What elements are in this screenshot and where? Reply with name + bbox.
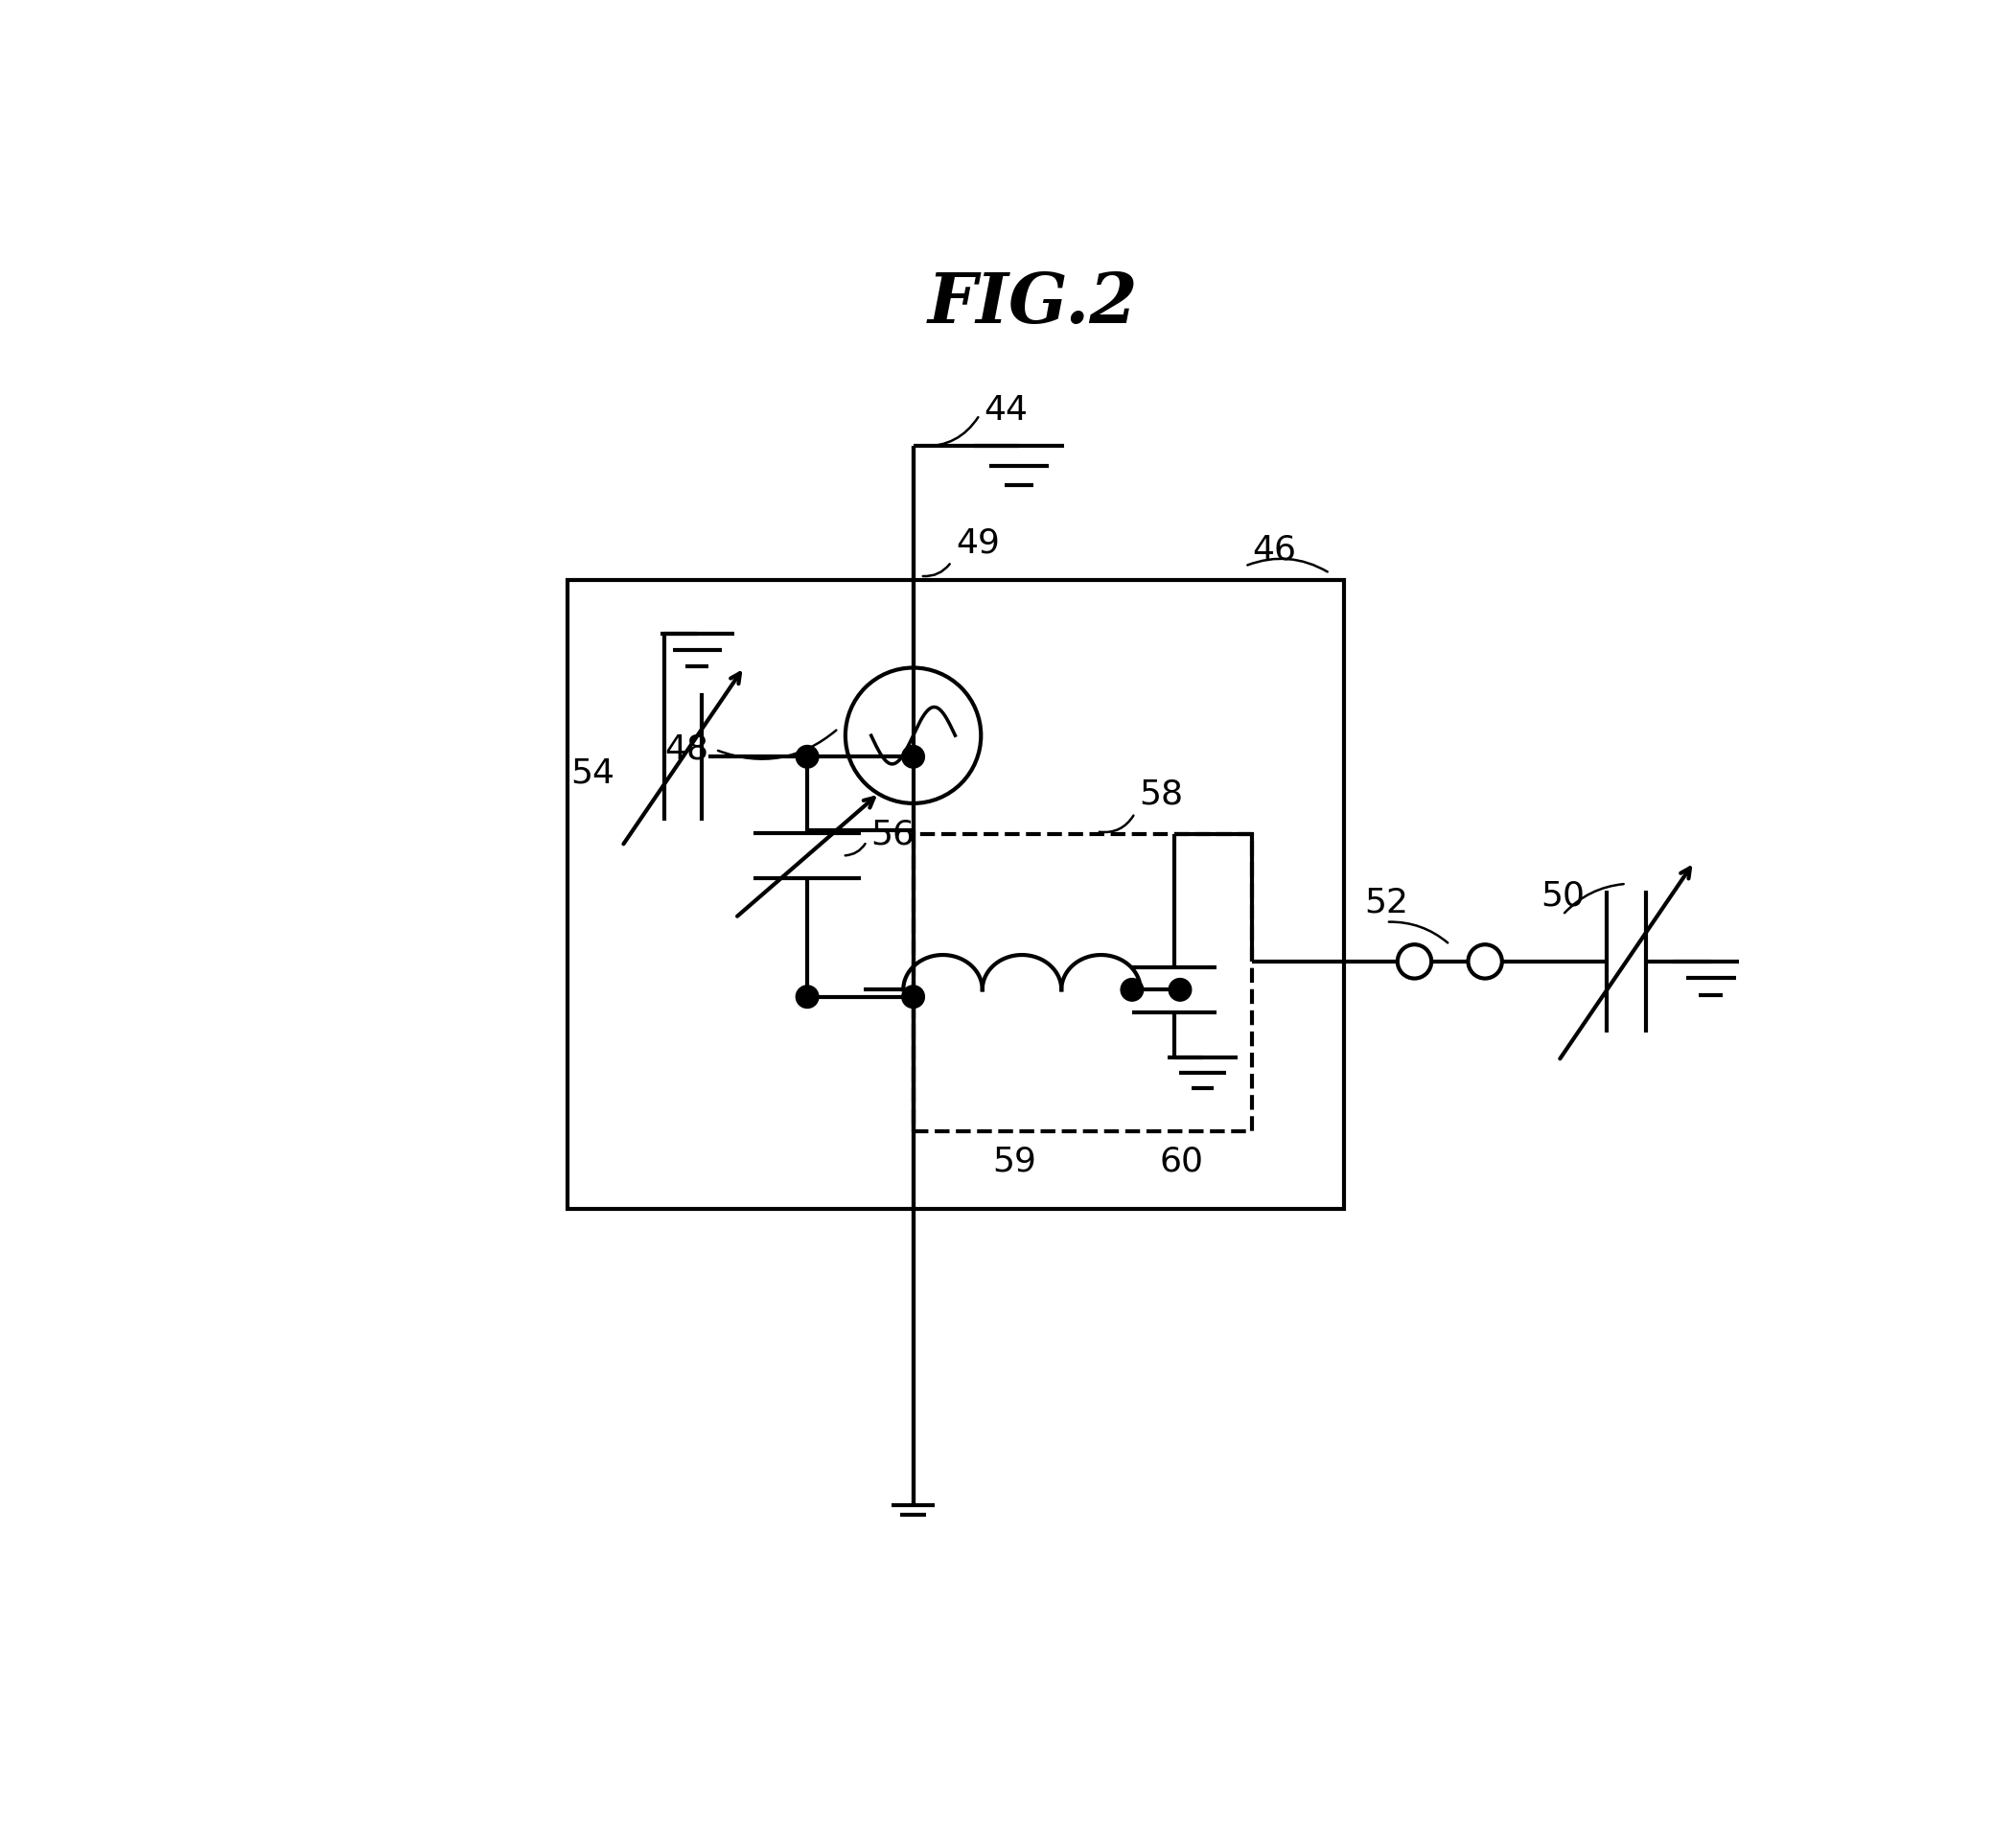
Circle shape [901,745,925,768]
Text: 58: 58 [1139,778,1183,811]
Circle shape [1169,978,1191,1001]
Text: 54: 54 [571,757,615,789]
Text: 56: 56 [871,818,915,851]
Text: 59: 59 [992,1144,1036,1177]
Text: 52: 52 [1365,886,1409,919]
Text: 60: 60 [1159,1144,1204,1177]
Circle shape [901,985,925,1009]
Text: 46: 46 [1252,534,1296,567]
Text: 49: 49 [956,526,1000,559]
Text: 48: 48 [663,734,708,767]
Circle shape [796,985,818,1009]
Bar [566,580,1345,1209]
Text: FIG.2: FIG.2 [927,270,1139,337]
Circle shape [796,745,818,768]
Bar [913,834,1252,1132]
Text: 44: 44 [984,394,1028,427]
Text: 50: 50 [1540,880,1585,911]
Circle shape [1121,978,1143,1001]
